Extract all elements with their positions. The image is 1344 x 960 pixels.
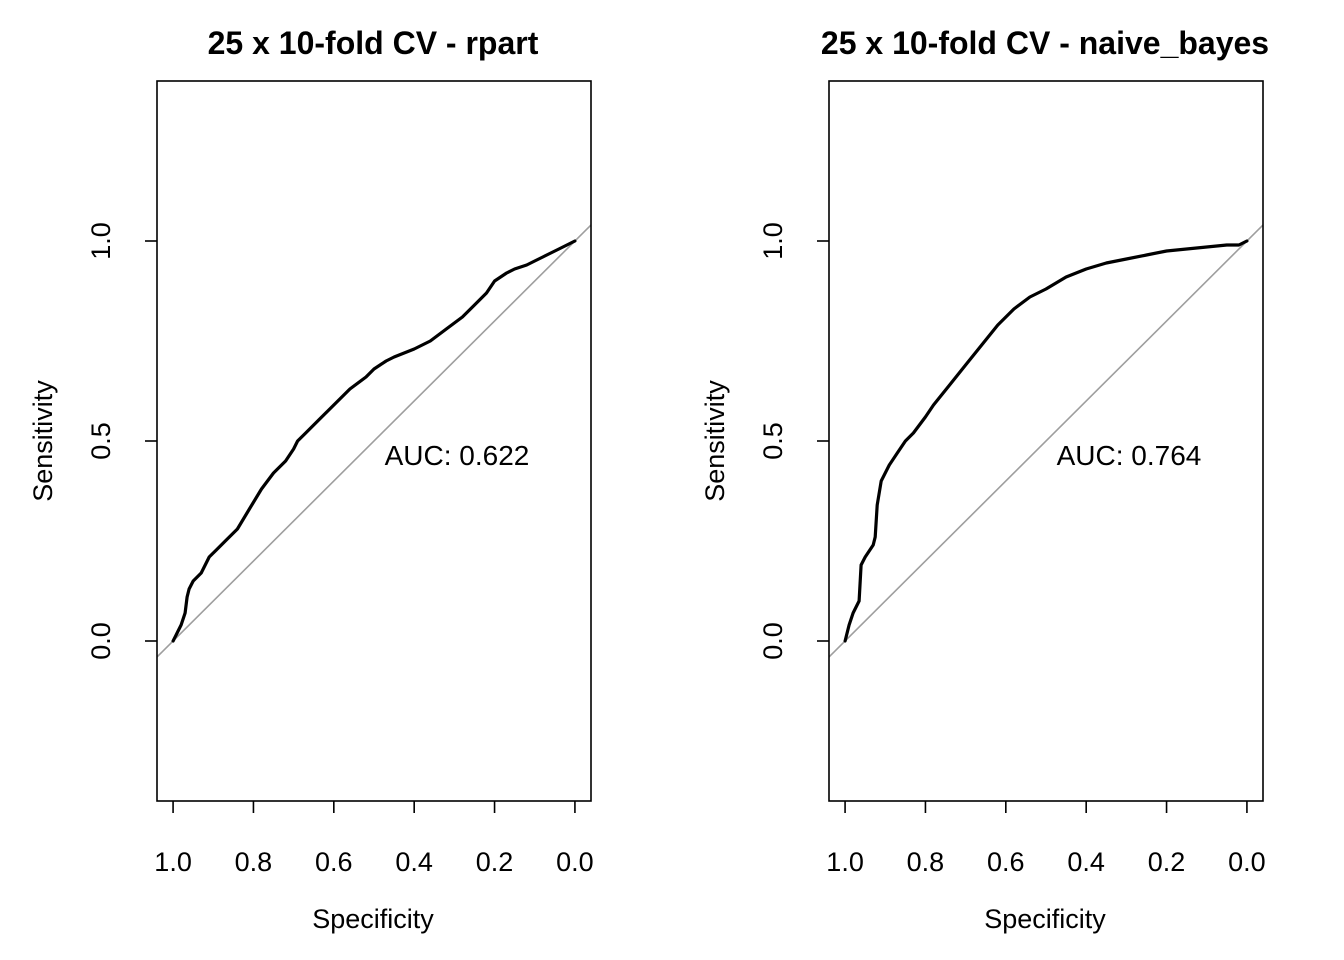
x-tick-label: 0.6	[315, 847, 353, 877]
y-tick-label: 1.0	[86, 222, 116, 260]
y-axis-label: Sensitivity	[28, 380, 58, 502]
y-tick-label: 1.0	[758, 222, 788, 260]
roc-curve-line	[171, 239, 577, 643]
x-tick-label: 0.0	[1228, 847, 1266, 877]
x-tick-label: 0.6	[987, 847, 1025, 877]
x-tick-label: 1.0	[826, 847, 864, 877]
roc-panel-naive-bayes: 25 x 10-fold CV - naive_bayes Specificit…	[700, 25, 1269, 934]
x-tick-label: 0.2	[1148, 847, 1186, 877]
x-tick-label: 0.8	[235, 847, 273, 877]
auc-annotation: AUC: 0.764	[1057, 440, 1202, 471]
y-tick-label: 0.0	[758, 622, 788, 660]
chart-title: 25 x 10-fold CV - naive_bayes	[821, 25, 1269, 61]
reference-diagonal-line	[829, 223, 1263, 659]
x-tick-label: 0.0	[556, 847, 594, 877]
x-axis-label: Specificity	[984, 904, 1106, 934]
roc-panel-rpart: 25 x 10-fold CV - rpart Specificity Sens…	[28, 25, 594, 934]
reference-diagonal-line	[157, 223, 591, 659]
y-tick-label: 0.5	[86, 422, 116, 460]
auc-annotation: AUC: 0.622	[385, 440, 530, 471]
y-axis-label: Sensitivity	[700, 380, 730, 502]
x-tick-label: 0.2	[476, 847, 514, 877]
y-tick-label: 0.5	[758, 422, 788, 460]
x-tick-label: 0.4	[1067, 847, 1105, 877]
x-tick-label: 0.4	[395, 847, 433, 877]
y-tick-label: 0.0	[86, 622, 116, 660]
x-tick-label: 0.8	[907, 847, 945, 877]
reference-line-group	[157, 223, 591, 659]
roc-curve-line	[843, 239, 1249, 643]
reference-line-group	[829, 223, 1263, 659]
chart-title: 25 x 10-fold CV - rpart	[208, 25, 539, 61]
x-axis-label: Specificity	[312, 904, 434, 934]
x-tick-label: 1.0	[154, 847, 192, 877]
